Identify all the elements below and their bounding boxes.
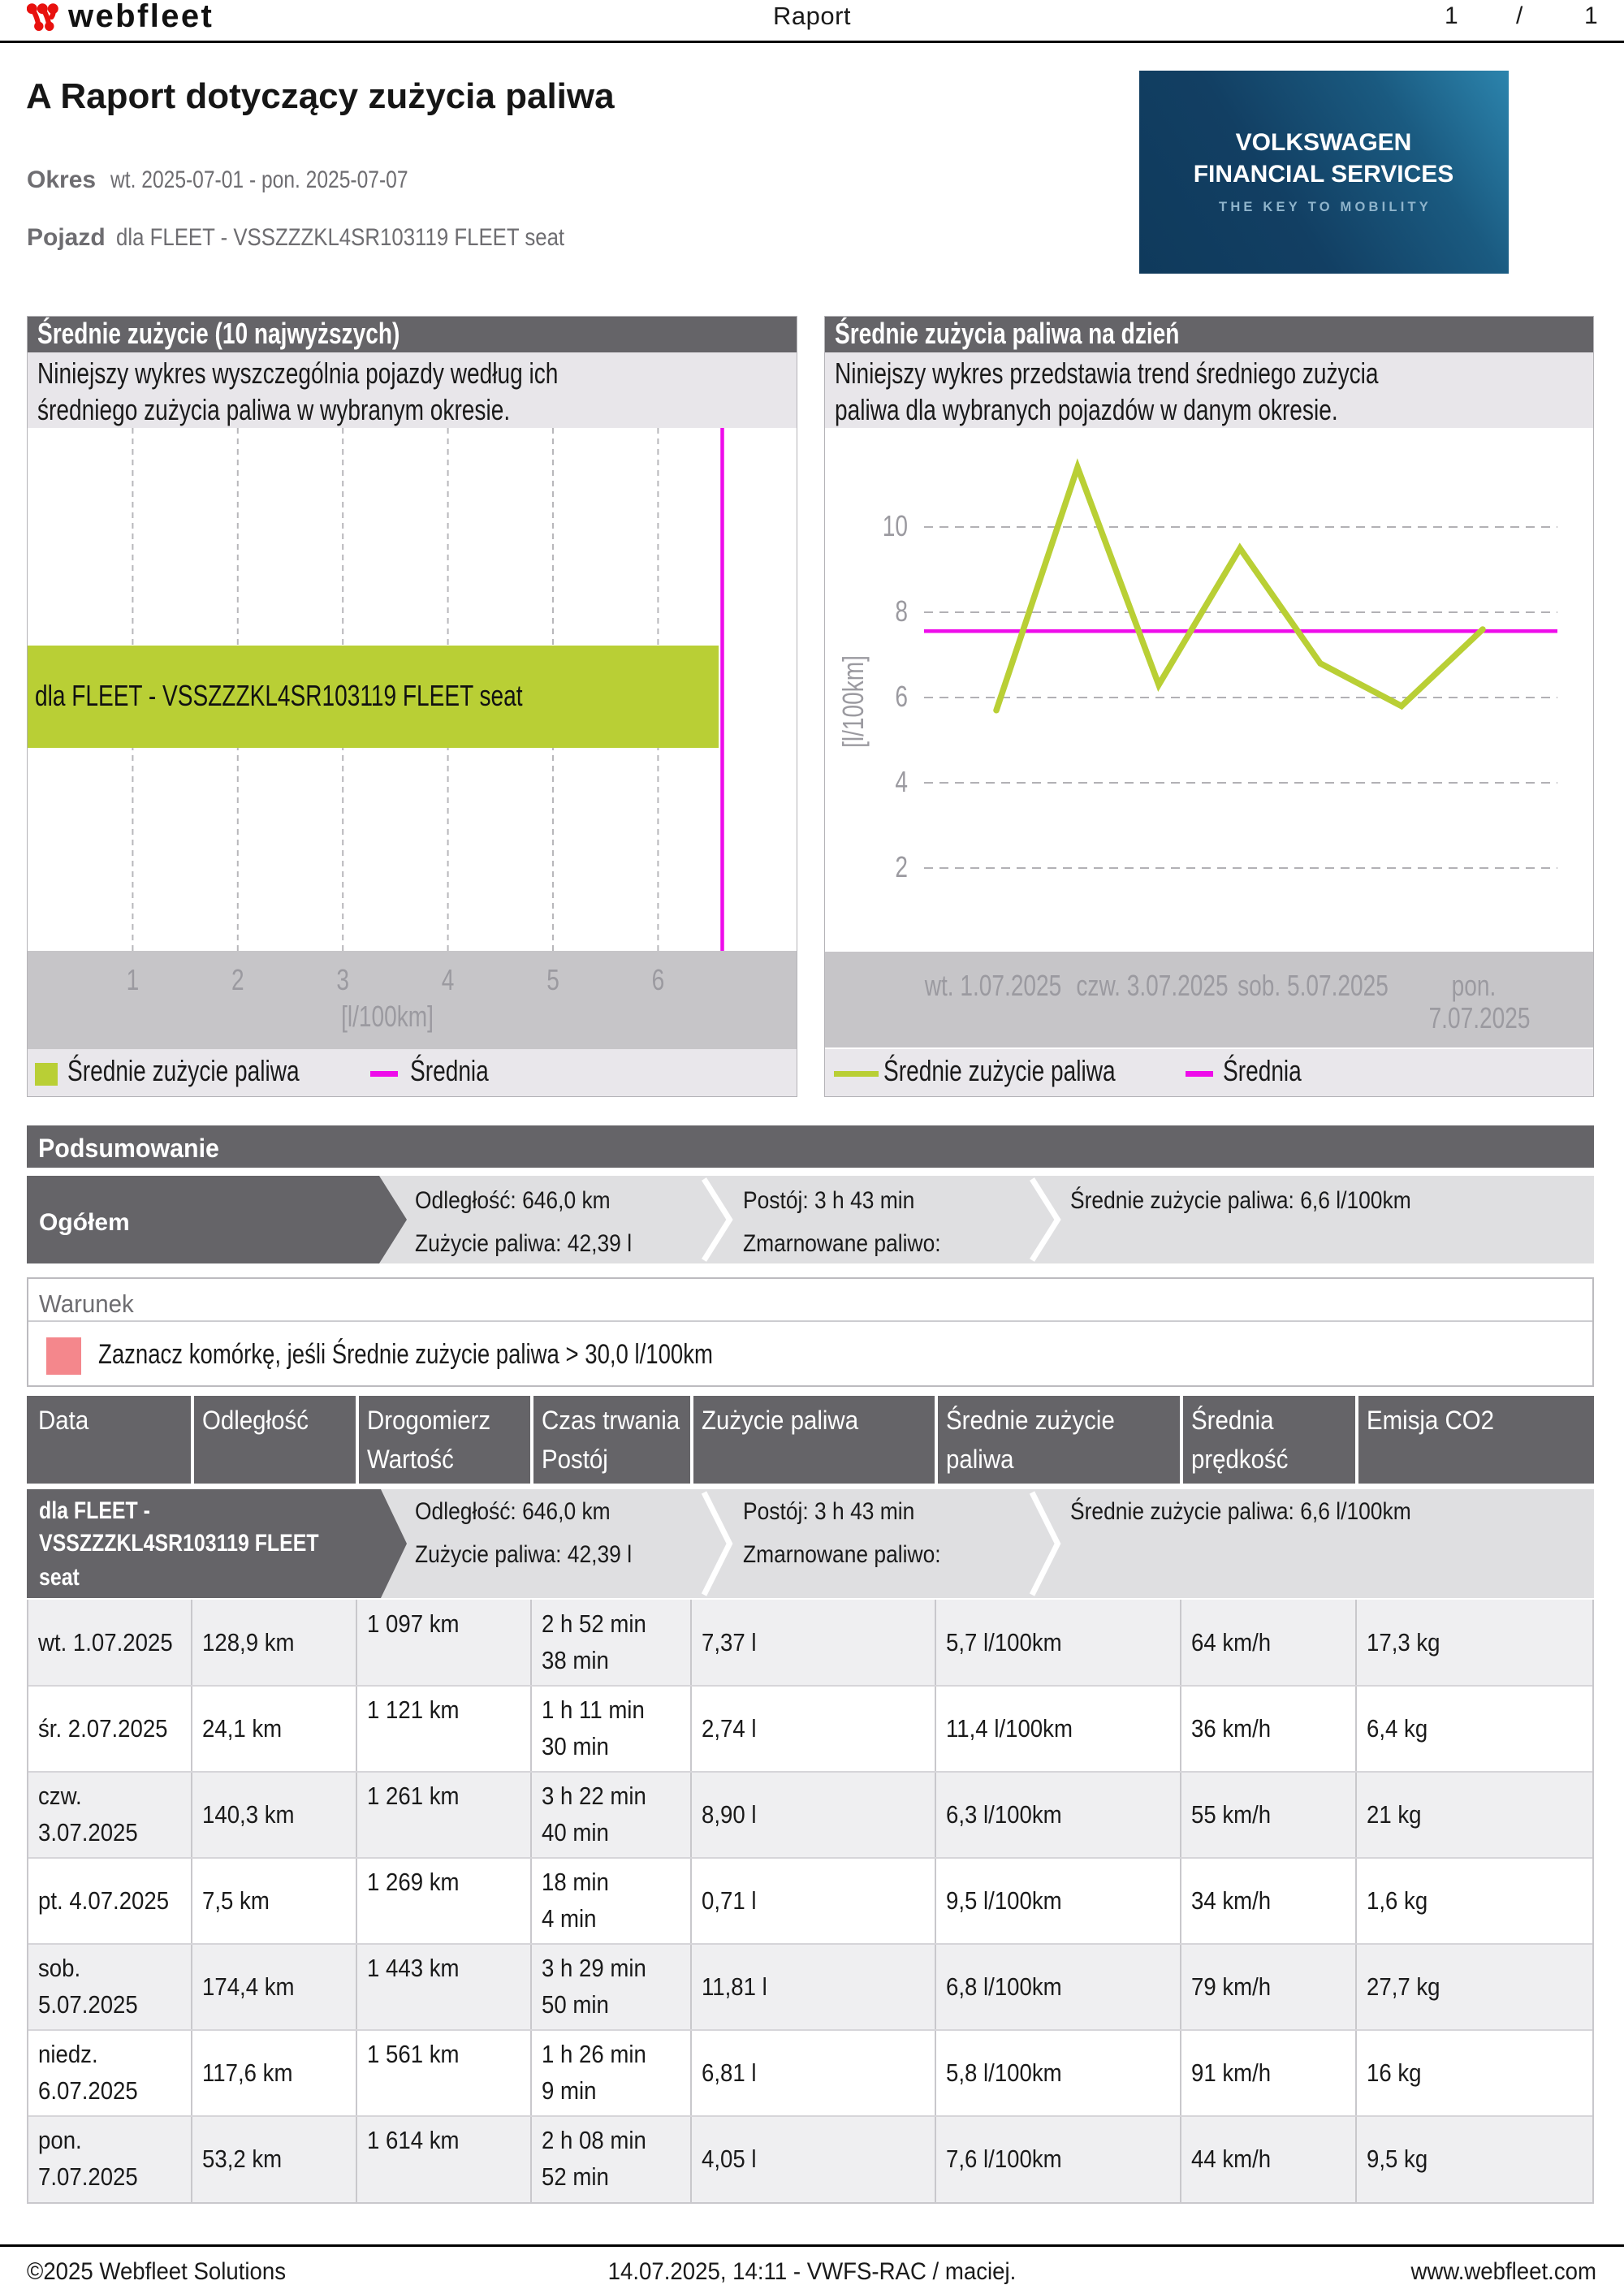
svg-text:[l/100km]: [l/100km] xyxy=(341,1000,434,1033)
svg-text:sob. 5.07.2025: sob. 5.07.2025 xyxy=(1237,970,1389,1002)
svg-text:6: 6 xyxy=(652,964,665,996)
svg-text:4: 4 xyxy=(895,766,908,798)
svg-text:wt. 1.07.2025: wt. 1.07.2025 xyxy=(924,970,1061,1002)
svg-text:dla FLEET - VSSZZZKL4SR103119: dla FLEET - VSSZZZKL4SR103119 FLEET seat xyxy=(35,680,523,712)
svg-text:7.07.2025: 7.07.2025 xyxy=(1429,1002,1531,1035)
svg-text:[l/100km]: [l/100km] xyxy=(837,655,870,748)
svg-text:8: 8 xyxy=(895,595,908,628)
svg-text:4: 4 xyxy=(442,964,455,996)
svg-text:3: 3 xyxy=(336,964,349,996)
svg-text:5: 5 xyxy=(546,964,559,996)
svg-text:10: 10 xyxy=(883,510,908,542)
svg-text:2: 2 xyxy=(895,851,908,883)
svg-text:2: 2 xyxy=(231,964,244,996)
svg-text:1: 1 xyxy=(127,964,140,996)
svg-text:6: 6 xyxy=(895,680,908,713)
svg-text:czw. 3.07.2025: czw. 3.07.2025 xyxy=(1076,970,1228,1002)
svg-text:pon.: pon. xyxy=(1452,970,1497,1002)
